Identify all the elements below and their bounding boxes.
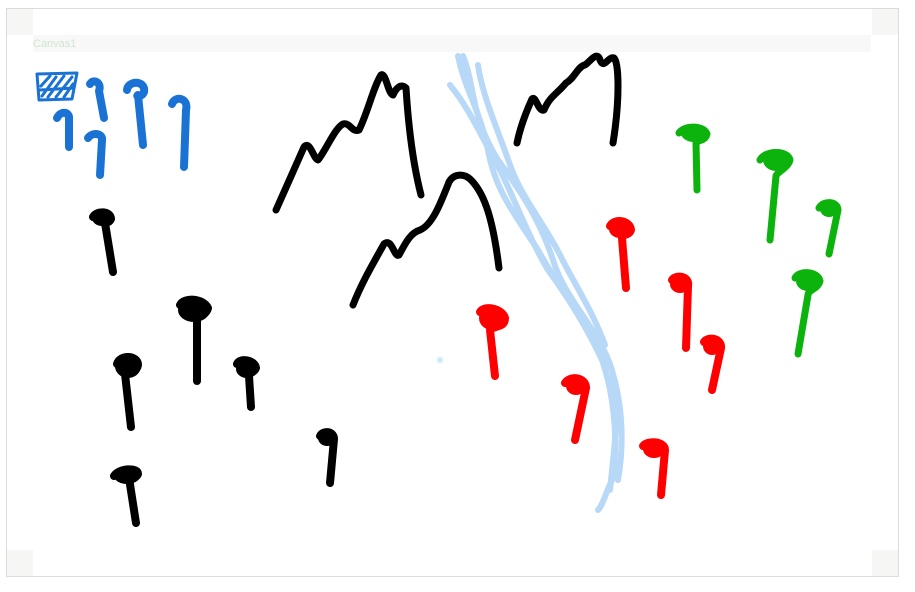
canvas-corner-bottom-left [7, 550, 33, 576]
green-box [746, 59, 851, 120]
blue-box [35, 71, 79, 102]
green-tree-blobs [681, 124, 838, 291]
red-tree-blobs [479, 220, 721, 458]
black-tree-blobs [92, 210, 336, 484]
red-box [762, 448, 861, 509]
green-trees [675, 123, 842, 358]
stray-dot [437, 357, 443, 363]
canvas-title-bar [33, 35, 871, 52]
canvas-corner-bottom-right [872, 550, 898, 576]
canvas-corner-top-left [7, 9, 33, 35]
canvas-title: Canvas1 [33, 38, 77, 50]
black-box [36, 470, 103, 522]
mountains [272, 52, 622, 309]
blue-trees [53, 77, 191, 179]
canvas-corner-top-right [872, 9, 898, 35]
river [447, 53, 625, 513]
canvas-frame [6, 8, 899, 577]
